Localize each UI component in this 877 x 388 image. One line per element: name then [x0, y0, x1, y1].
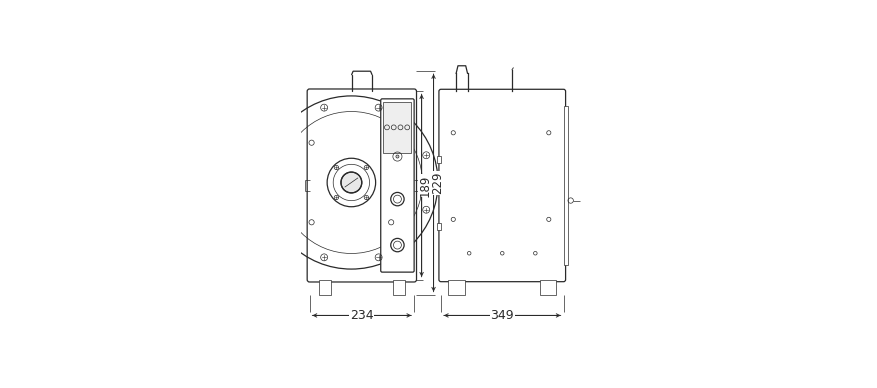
Text: 229: 229: [430, 171, 443, 194]
Bar: [392, 280, 404, 294]
Bar: [437, 156, 440, 163]
Circle shape: [340, 172, 361, 193]
FancyBboxPatch shape: [381, 99, 414, 272]
Bar: [448, 280, 465, 294]
Text: 234: 234: [350, 309, 374, 322]
Bar: [539, 280, 555, 294]
Bar: [383, 102, 411, 153]
FancyBboxPatch shape: [438, 89, 565, 282]
Bar: [437, 223, 440, 230]
Bar: [318, 280, 331, 294]
Bar: [563, 106, 567, 265]
Text: 189: 189: [418, 174, 431, 197]
Text: 349: 349: [490, 309, 514, 322]
Circle shape: [396, 155, 398, 158]
FancyBboxPatch shape: [307, 89, 416, 282]
Bar: [437, 186, 440, 193]
